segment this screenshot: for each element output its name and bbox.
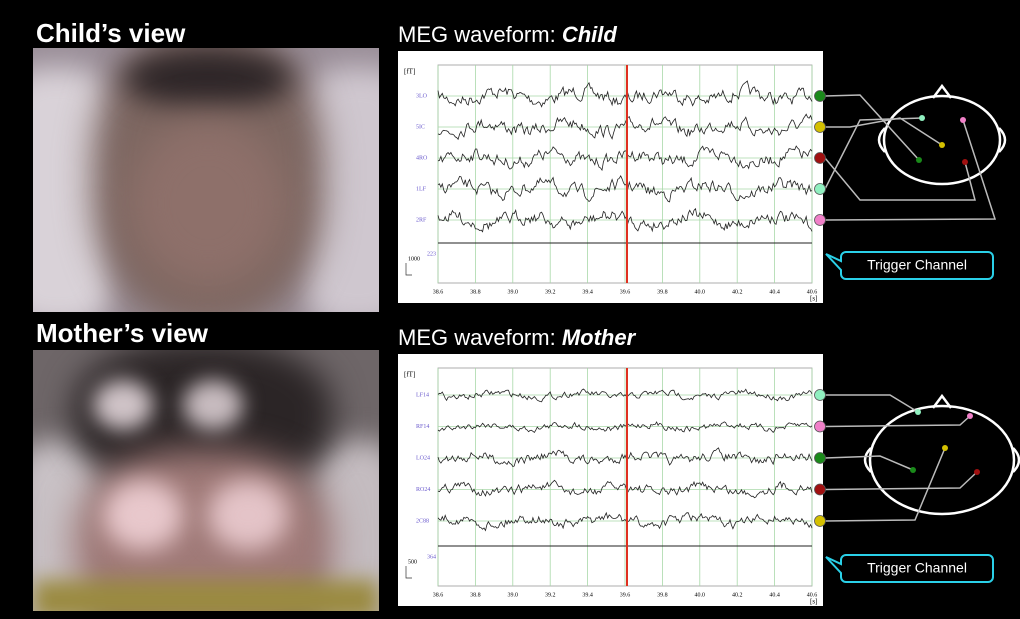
channel-marker [815,91,826,102]
x-tick-label: 39.0 [508,289,519,295]
head [870,406,1014,514]
channel-label: RF14 [416,424,429,430]
page: Child’s view Mother’s view MEG waveform:… [0,0,1020,619]
connector [825,120,995,220]
channel-marker [815,516,826,527]
x-tick-label: 38.8 [470,592,481,598]
unit-label: [fT] [404,68,415,76]
x-tick-label: 40.4 [769,592,780,598]
channel-label: 4RO [416,155,428,161]
channel-marker [815,153,826,164]
callout-text: Trigger Channel [867,560,967,576]
channel-label: LO24 [416,455,430,461]
connector [825,158,975,200]
x-tick-label: 39.8 [657,592,668,598]
x-tick-label: 39.8 [657,289,668,295]
channel-label: 1LF [416,186,427,192]
channel-marker [815,390,826,401]
unit-label: [fT] [404,371,415,379]
connector [825,118,922,189]
channel-label: 3LO [416,93,428,99]
sensor-dot [916,157,922,163]
x-tick-label: 39.2 [545,592,556,598]
channel-marker [815,215,826,226]
callout-text: Trigger Channel [867,257,967,273]
trigger-label: 223 [427,251,436,257]
sensor-dot [919,115,925,121]
x-tick-label: 38.8 [470,289,481,295]
time-unit: [s] [810,295,817,303]
x-tick-label: 39.2 [545,289,556,295]
waveform-panel [398,354,823,606]
connector [825,448,945,521]
x-tick-label: 40.4 [769,289,780,295]
channel-marker [815,421,826,432]
channel-marker [815,484,826,495]
channel-marker [815,184,826,195]
channel-label: 5IC [416,124,425,130]
time-unit: [s] [810,598,817,606]
scale-label: 1000 [408,256,420,262]
x-tick-label: 40.2 [732,289,743,295]
sensor-dot [939,142,945,148]
channel-label: RO24 [416,487,430,493]
sensor-dot [960,117,966,123]
channel-label: 2C88 [416,518,429,524]
sensor-dot [910,467,916,473]
figure: 38.6 38.8 39.0 39.2 39.4 39.6 39.8 40.0 40.2 40.4… [0,0,1020,619]
sensor-dot [942,445,948,451]
channel-marker [815,453,826,464]
sensor-dot [915,409,921,415]
x-tick-label: 39.6 [620,289,631,295]
channel-label: 2RF [416,217,427,223]
sensor-dot [962,159,968,165]
scale-label: 500 [408,559,417,565]
channel-marker [815,122,826,133]
x-tick-label: 38.6 [433,592,444,598]
x-tick-label: 40.0 [695,592,706,598]
x-tick-label: 39.6 [620,592,631,598]
x-tick-label: 38.6 [433,289,444,295]
x-tick-label: 39.4 [582,289,593,295]
x-tick-label: 40.0 [695,289,706,295]
trigger-label: 364 [427,554,436,560]
sensor-dot [967,413,973,419]
sensor-dot [974,469,980,475]
connector [825,395,918,412]
channel-label: LF14 [416,392,429,398]
x-tick-label: 39.4 [582,592,593,598]
connector [825,472,977,490]
waveform-panel [398,51,823,303]
x-tick-label: 39.0 [508,592,519,598]
x-tick-label: 40.2 [732,592,743,598]
